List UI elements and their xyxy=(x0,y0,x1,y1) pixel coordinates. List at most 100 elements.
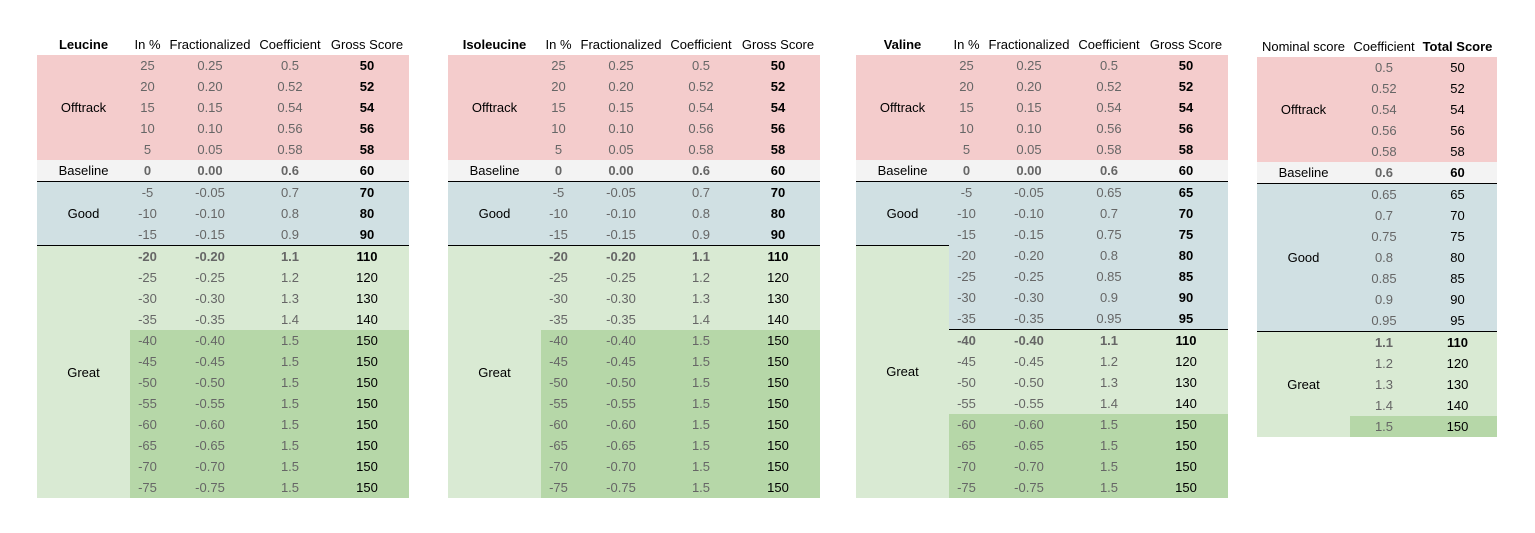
score-cell[interactable]: 110 xyxy=(736,245,820,267)
score-cell[interactable]: 130 xyxy=(1418,374,1497,395)
value-cell[interactable]: -0.15 xyxy=(576,224,666,246)
value-cell[interactable]: 1.5 xyxy=(255,435,325,456)
score-cell[interactable]: 130 xyxy=(325,288,409,309)
value-cell[interactable]: -25 xyxy=(949,266,984,287)
value-cell[interactable]: -0.30 xyxy=(576,288,666,309)
score-cell[interactable]: 150 xyxy=(736,456,820,477)
value-cell[interactable]: 0.15 xyxy=(984,97,1074,118)
value-cell[interactable]: 0.58 xyxy=(1350,141,1418,162)
score-cell[interactable]: 52 xyxy=(325,76,409,97)
value-cell[interactable]: -35 xyxy=(130,309,165,330)
score-cell[interactable]: 130 xyxy=(1144,372,1228,393)
value-cell[interactable]: 0.56 xyxy=(666,118,736,139)
column-header[interactable]: Nominal score xyxy=(1261,38,1346,54)
value-cell[interactable]: -5 xyxy=(949,181,984,203)
value-cell[interactable]: -70 xyxy=(541,456,576,477)
value-cell[interactable]: -0.50 xyxy=(984,372,1074,393)
value-cell[interactable]: 0.5 xyxy=(666,55,736,76)
value-cell[interactable]: -75 xyxy=(130,477,165,498)
score-cell[interactable]: 56 xyxy=(1418,120,1497,141)
column-header[interactable]: Coefficient xyxy=(259,36,321,52)
category-label-baseline[interactable]: Baseline xyxy=(1257,162,1350,184)
value-cell[interactable]: 10 xyxy=(949,118,984,139)
column-header[interactable]: In % xyxy=(134,36,161,52)
category-label-good[interactable]: Good xyxy=(1257,183,1350,332)
value-cell[interactable]: 1.5 xyxy=(1074,414,1144,435)
category-label-baseline[interactable]: Baseline xyxy=(37,160,130,182)
score-cell[interactable]: 90 xyxy=(1144,287,1228,308)
score-cell[interactable]: 54 xyxy=(1418,99,1497,120)
value-cell[interactable]: 1.5 xyxy=(255,393,325,414)
value-cell[interactable]: -50 xyxy=(949,372,984,393)
value-cell[interactable]: -15 xyxy=(541,224,576,246)
value-cell[interactable]: 0.5 xyxy=(1074,55,1144,76)
value-cell[interactable]: 0.95 xyxy=(1074,308,1144,330)
value-cell[interactable]: 15 xyxy=(541,97,576,118)
value-cell[interactable]: 1.5 xyxy=(1074,435,1144,456)
value-cell[interactable]: 0.7 xyxy=(666,181,736,203)
score-cell[interactable]: 54 xyxy=(325,97,409,118)
value-cell[interactable]: 1.5 xyxy=(666,456,736,477)
value-cell[interactable]: -0.35 xyxy=(984,308,1074,330)
value-cell[interactable]: 1.3 xyxy=(1074,372,1144,393)
score-cell[interactable]: 85 xyxy=(1144,266,1228,287)
value-cell[interactable]: 0.00 xyxy=(984,160,1074,182)
value-cell[interactable]: -0.60 xyxy=(576,414,666,435)
value-cell[interactable]: 1.4 xyxy=(1350,395,1418,416)
value-cell[interactable]: -55 xyxy=(130,393,165,414)
value-cell[interactable]: -0.05 xyxy=(165,181,255,203)
value-cell[interactable]: 1.1 xyxy=(1350,331,1418,353)
score-cell[interactable]: 110 xyxy=(1144,329,1228,351)
category-label-offtrack[interactable]: Offtrack xyxy=(856,55,949,160)
value-cell[interactable]: 0.85 xyxy=(1074,266,1144,287)
value-cell[interactable]: -40 xyxy=(130,330,165,351)
value-cell[interactable]: -0.75 xyxy=(576,477,666,498)
value-cell[interactable]: -60 xyxy=(949,414,984,435)
score-cell[interactable]: 80 xyxy=(736,203,820,224)
score-cell[interactable]: 150 xyxy=(1144,414,1228,435)
score-cell[interactable]: 54 xyxy=(1144,97,1228,118)
value-cell[interactable]: -10 xyxy=(541,203,576,224)
score-cell[interactable]: 150 xyxy=(325,414,409,435)
score-cell[interactable]: 50 xyxy=(325,55,409,76)
value-cell[interactable]: -0.40 xyxy=(576,330,666,351)
value-cell[interactable]: 1.1 xyxy=(1074,329,1144,351)
value-cell[interactable]: 1.5 xyxy=(255,477,325,498)
value-cell[interactable]: -55 xyxy=(541,393,576,414)
value-cell[interactable]: 0.56 xyxy=(255,118,325,139)
column-header[interactable]: Gross Score xyxy=(330,36,404,52)
value-cell[interactable]: 1.2 xyxy=(255,267,325,288)
score-cell[interactable]: 120 xyxy=(325,267,409,288)
value-cell[interactable]: 0.00 xyxy=(165,160,255,182)
value-cell[interactable]: 25 xyxy=(541,55,576,76)
value-cell[interactable]: 1.2 xyxy=(666,267,736,288)
value-cell[interactable]: 0.95 xyxy=(1350,310,1418,332)
value-cell[interactable]: -50 xyxy=(130,372,165,393)
value-cell[interactable]: 0.6 xyxy=(666,160,736,182)
value-cell[interactable]: 10 xyxy=(541,118,576,139)
value-cell[interactable]: 0.7 xyxy=(1350,205,1418,226)
value-cell[interactable]: -55 xyxy=(949,393,984,414)
value-cell[interactable]: 0.7 xyxy=(1074,203,1144,224)
score-cell[interactable]: 150 xyxy=(736,351,820,372)
value-cell[interactable]: 1.1 xyxy=(255,245,325,267)
value-cell[interactable]: 1.1 xyxy=(666,245,736,267)
value-cell[interactable]: 0.58 xyxy=(255,139,325,160)
value-cell[interactable]: -65 xyxy=(130,435,165,456)
value-cell[interactable]: -0.15 xyxy=(165,224,255,246)
value-cell[interactable]: -25 xyxy=(541,267,576,288)
value-cell[interactable]: 0.52 xyxy=(666,76,736,97)
value-cell[interactable]: -30 xyxy=(541,288,576,309)
score-cell[interactable]: 60 xyxy=(1144,160,1228,182)
column-header[interactable]: Gross Score xyxy=(741,36,815,52)
value-cell[interactable]: 1.2 xyxy=(1350,353,1418,374)
value-cell[interactable]: -35 xyxy=(949,308,984,330)
value-cell[interactable]: -0.70 xyxy=(984,456,1074,477)
score-cell[interactable]: 150 xyxy=(325,456,409,477)
value-cell[interactable]: -40 xyxy=(949,329,984,351)
value-cell[interactable]: 0.20 xyxy=(165,76,255,97)
score-cell[interactable]: 140 xyxy=(325,309,409,330)
score-cell[interactable]: 95 xyxy=(1144,308,1228,330)
value-cell[interactable]: -0.25 xyxy=(165,267,255,288)
value-cell[interactable]: -0.20 xyxy=(165,245,255,267)
